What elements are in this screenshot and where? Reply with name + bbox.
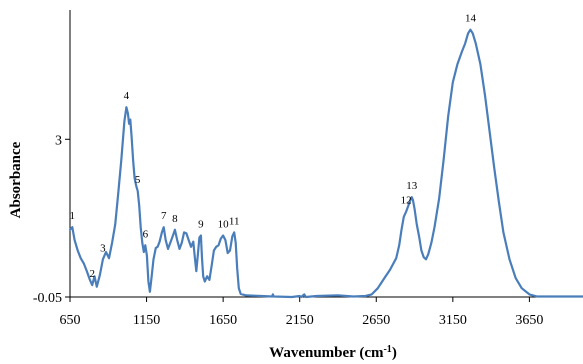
x-tick-label: 1650 [209,313,237,328]
peak-label: 8 [172,213,178,225]
x-tick-label: 1150 [133,313,160,328]
x-axis-title: Wavenumber (cm-1) [269,344,397,361]
y-axis-title: Absorbance [8,141,24,218]
peak-label: 6 [143,228,149,240]
x-tick-label: 650 [60,313,81,328]
y-tick-label: 3 [55,133,62,148]
x-axis-title-main: Wavenumber (cm [269,345,384,361]
peak-label: 5 [135,174,141,186]
peak-label: 1 [70,210,76,222]
series [68,28,583,299]
peak-label: 7 [161,210,167,222]
peak-label: 9 [198,218,204,230]
peak-label: 2 [89,268,95,280]
x-tick-label: 3650 [515,313,543,328]
peak-label: 14 [465,13,477,25]
peak-label: 3 [100,242,106,254]
peak-label: 13 [406,180,418,192]
x-axis: 650 1150 1650 2150 2650 3150 3650 [60,296,583,328]
peak-label: 12 [401,195,412,207]
x-tick-label: 2650 [362,313,390,328]
spectrum-line [68,28,583,299]
x-tick-label: 3150 [439,313,467,328]
x-tick-label: 2150 [286,313,314,328]
y-tick-label: -0.05 [33,291,62,306]
peak-label: 4 [124,90,130,102]
x-axis-title-superscript: -1 [383,344,391,355]
peak-label: 10 [218,218,230,230]
y-axis: -0.05 3 [33,10,71,306]
peak-label: 11 [229,215,240,227]
x-axis-title-close: ) [392,345,397,361]
